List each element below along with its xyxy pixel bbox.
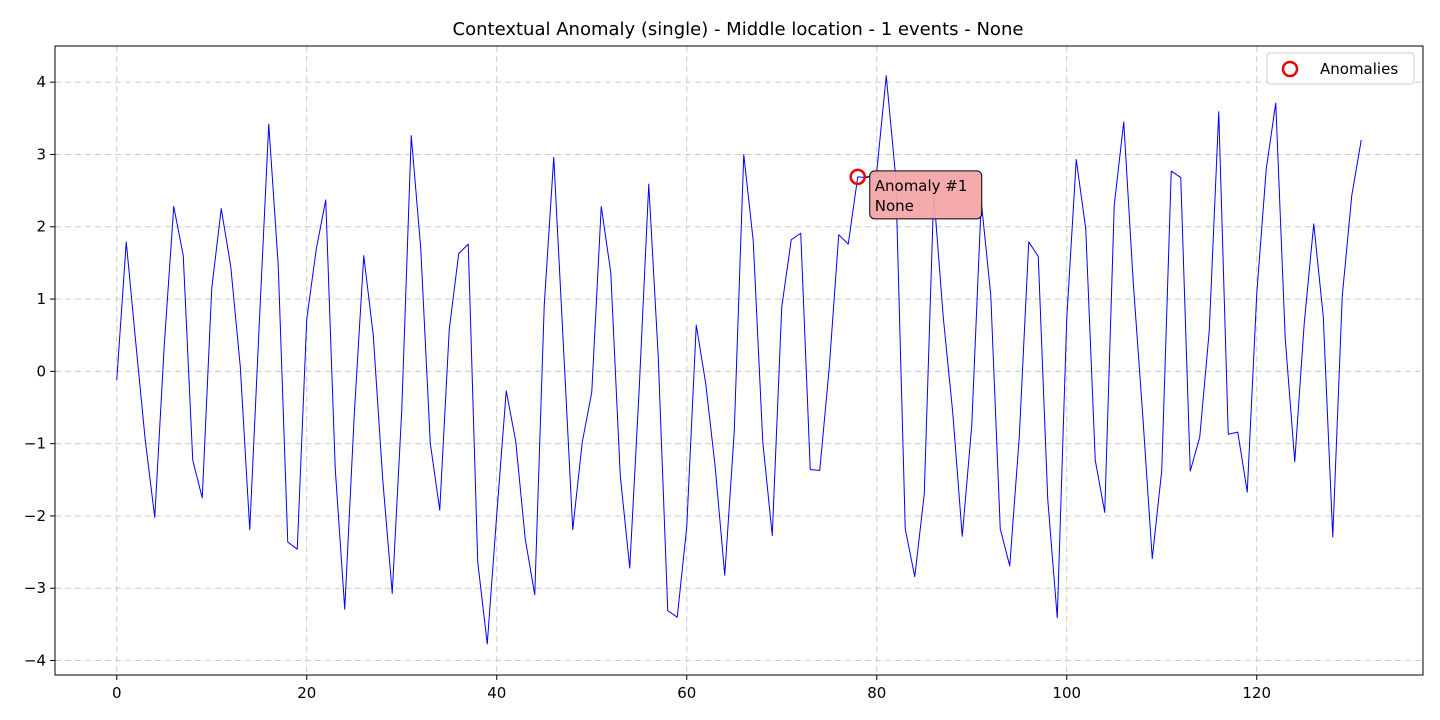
legend-box [1266,52,1415,85]
anomaly-marker [849,168,866,186]
y-tick-label: 2 [36,218,46,236]
legend: Anomalies [1266,52,1415,85]
y-tick-label: −3 [24,579,46,597]
x-tick-label: 80 [867,684,886,702]
x-tick-label: 40 [487,684,506,702]
x-tick-label: 0 [112,684,122,702]
annotation-box [869,170,983,220]
annotation-title: Anomaly #1 [875,177,968,195]
y-tick-label: 4 [36,73,46,91]
plot-frame [54,45,1424,676]
y-tick-label: 3 [36,145,46,163]
annotation-layer: Anomaly #1 None [849,168,983,220]
grid-layer [55,46,1423,675]
series-layer [116,75,1362,645]
x-tick-label: 60 [677,684,696,702]
x-tick-label: 100 [1052,684,1081,702]
y-tick-label: 0 [36,362,46,380]
x-tick-label: 120 [1242,684,1271,702]
chart-title: Contextual Anomaly (single) - Middle loc… [453,19,1024,40]
y-tick-label: −4 [24,652,46,670]
y-tick-label: −1 [24,435,46,453]
x-tick-label: 20 [297,684,316,702]
y-tick-label: −2 [24,507,46,525]
y-tick-label: 1 [36,290,46,308]
legend-marker [1281,60,1299,78]
annotation-detail: None [875,197,914,215]
axes-layer: 0 20 40 60 80 100 120 −4 −3 −2 −1 0 1 2 3 4 [24,45,1424,702]
series-line [116,75,1362,645]
legend-label: Anomalies [1320,60,1398,78]
